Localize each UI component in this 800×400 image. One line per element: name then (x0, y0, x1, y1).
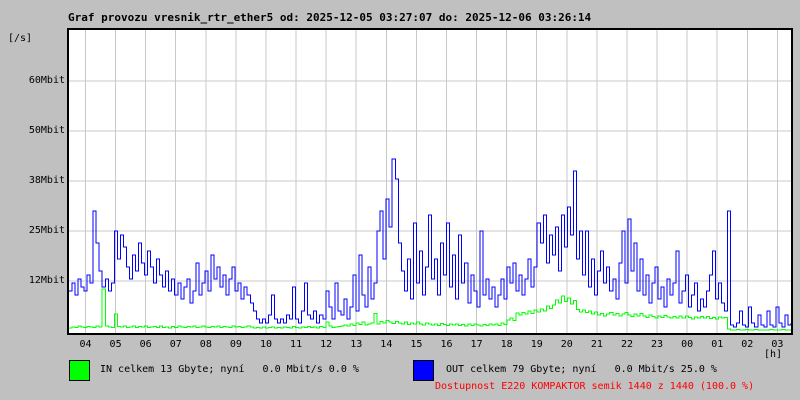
x-tick-label: 21 (590, 339, 603, 350)
traffic-graph-plot-area (67, 28, 793, 335)
traffic-graph-canvas (69, 30, 791, 333)
x-tick-label: 06 (139, 339, 152, 350)
in-legend-swatch (69, 360, 90, 381)
x-tick-label: 09 (229, 339, 242, 350)
x-tick-label: 14 (380, 339, 393, 350)
x-tick-label: 17 (470, 339, 483, 350)
y-axis-unit-label: [/s] (8, 33, 33, 44)
series-line-out (69, 158, 791, 328)
x-tick-label: 02 (741, 339, 754, 350)
x-tick-label: 23 (651, 339, 664, 350)
x-tick-label: 10 (259, 339, 272, 350)
y-tick-label: 38Mbit (28, 175, 65, 186)
x-tick-label: 16 (440, 339, 453, 350)
x-tick-label: 05 (109, 339, 122, 350)
x-tick-label: 13 (350, 339, 363, 350)
series-line-in (69, 288, 791, 331)
availability-status-text: Dostupnost E220 KOMPAKTOR semik 1440 z 1… (435, 381, 755, 392)
x-tick-label: 08 (199, 339, 212, 350)
x-tick-label: 03 (771, 339, 784, 350)
x-tick-label: 07 (169, 339, 182, 350)
out-legend-label: OUT celkem 79 Gbyte; nyní 0.0 Mbit/s 25.… (446, 364, 717, 375)
x-tick-label: 19 (530, 339, 543, 350)
y-tick-label: 50Mbit (28, 125, 65, 136)
out-legend-swatch (413, 360, 434, 381)
x-tick-label: 00 (681, 339, 694, 350)
graph-title: Graf provozu vresnik_rtr_ether5 od: 2025… (68, 11, 592, 24)
in-legend-label: IN celkem 13 Gbyte; nyní 0.0 Mbit/s 0.0 … (100, 364, 359, 375)
y-tick-label: 25Mbit (28, 225, 65, 236)
y-tick-label: 60Mbit (28, 75, 65, 86)
x-tick-label: 12 (320, 339, 333, 350)
x-tick-label: 04 (79, 339, 92, 350)
x-tick-label: 18 (500, 339, 513, 350)
x-tick-label: 15 (410, 339, 423, 350)
y-tick-label: 12Mbit (28, 275, 65, 286)
x-tick-label: 11 (290, 339, 303, 350)
x-tick-label: 01 (711, 339, 724, 350)
x-axis-unit-label: [h] (764, 349, 783, 360)
x-tick-label: 20 (560, 339, 573, 350)
x-tick-label: 22 (620, 339, 633, 350)
